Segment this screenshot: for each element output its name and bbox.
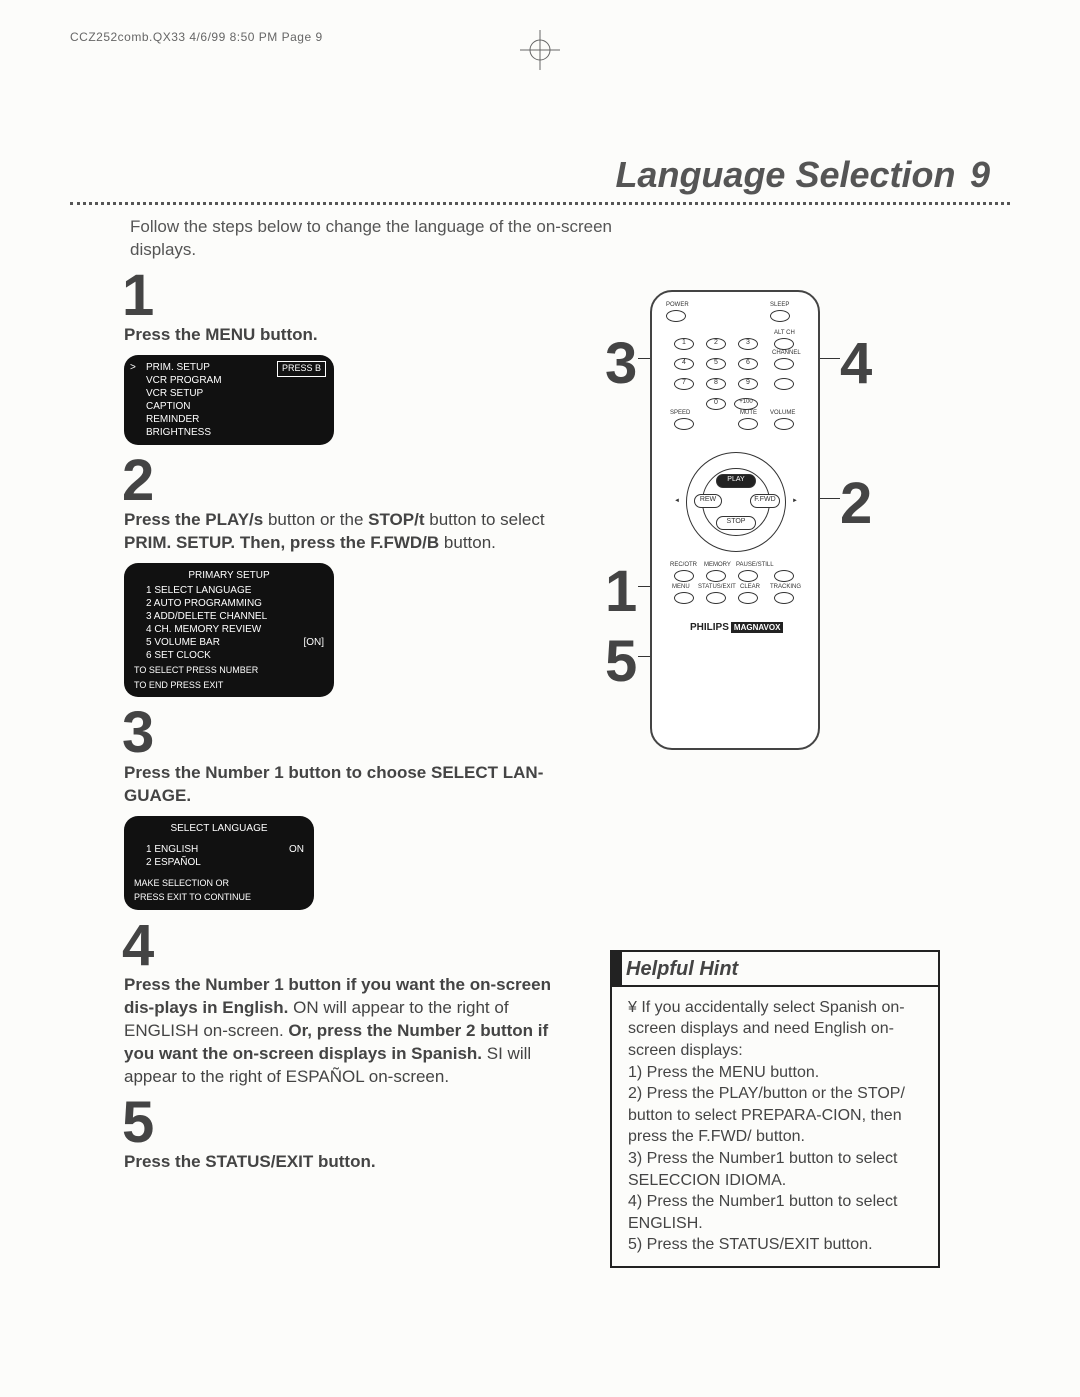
digit-5[interactable]: 5 bbox=[706, 358, 726, 370]
step-2-number: 2 bbox=[122, 455, 580, 507]
osd-screen-3: SELECT LANGUAGE 1 ENGLISHON 2 ESPAÑOL MA… bbox=[124, 816, 314, 910]
intro-text: Follow the steps below to change the lan… bbox=[130, 216, 630, 262]
page-number: 9 bbox=[970, 154, 990, 195]
step-1-number: 1 bbox=[122, 270, 580, 322]
title-divider bbox=[70, 202, 1010, 206]
remote-control: POWER SLEEP ALT CH 1 2 3 4 5 6 CHANNEL 7 bbox=[650, 290, 820, 750]
callout-5: 5 bbox=[605, 628, 637, 695]
step-4-text: Press the Number 1 button if you want th… bbox=[124, 974, 580, 1089]
memory-button[interactable] bbox=[706, 570, 726, 582]
digit-6[interactable]: 6 bbox=[738, 358, 758, 370]
power-button[interactable] bbox=[666, 310, 686, 322]
volume-button[interactable] bbox=[774, 418, 794, 430]
step-5-text: Press the STATUS/EXIT button. bbox=[124, 1151, 580, 1174]
digit-4[interactable]: 4 bbox=[674, 358, 694, 370]
plus100-button[interactable]: +100 bbox=[734, 398, 758, 410]
play-button[interactable]: PLAY bbox=[716, 474, 756, 488]
altch-button[interactable] bbox=[774, 338, 794, 350]
rew-button[interactable]: REW bbox=[694, 494, 722, 508]
menu-button[interactable] bbox=[674, 592, 694, 604]
digit-8[interactable]: 8 bbox=[706, 378, 726, 390]
osd-screen-1: > PRESS B PRIM. SETUP VCR PROGRAM VCR SE… bbox=[124, 355, 334, 445]
digit-9[interactable]: 9 bbox=[738, 378, 758, 390]
callout-3: 3 bbox=[605, 330, 637, 397]
rec-button[interactable] bbox=[674, 570, 694, 582]
callout-4: 4 bbox=[840, 330, 872, 397]
status-exit-button[interactable] bbox=[706, 592, 726, 604]
tracking-up[interactable] bbox=[774, 570, 794, 582]
crop-mark-top bbox=[520, 30, 560, 75]
step-4-number: 4 bbox=[122, 920, 580, 972]
pause-button[interactable] bbox=[738, 570, 758, 582]
hint-title: Helpful Hint bbox=[612, 952, 938, 987]
helpful-hint-box: Helpful Hint ¥ If you accidentally selec… bbox=[610, 950, 940, 1268]
callout-2: 2 bbox=[840, 470, 872, 537]
sleep-button[interactable] bbox=[770, 310, 790, 322]
step-5-number: 5 bbox=[122, 1097, 580, 1149]
hint-body: ¥ If you accidentally select Spanish on-… bbox=[612, 987, 938, 1266]
digit-7[interactable]: 7 bbox=[674, 378, 694, 390]
step-1-text: Press the MENU button. bbox=[124, 324, 580, 347]
ffwd-button[interactable]: F.FWD bbox=[750, 494, 780, 508]
channel-down[interactable] bbox=[774, 378, 794, 390]
digit-0[interactable]: 0 bbox=[706, 398, 726, 410]
mute-button[interactable] bbox=[738, 418, 758, 430]
speed-button[interactable] bbox=[674, 418, 694, 430]
clear-button[interactable] bbox=[738, 592, 758, 604]
callout-1: 1 bbox=[605, 558, 637, 625]
step-3-number: 3 bbox=[122, 707, 580, 759]
stop-button[interactable]: STOP bbox=[716, 516, 756, 530]
tracking-down[interactable] bbox=[774, 592, 794, 604]
step-2-text: Press the PLAY/s button or the STOP/t bu… bbox=[124, 509, 580, 555]
digit-2[interactable]: 2 bbox=[706, 338, 726, 350]
osd-screen-2: PRIMARY SETUP 1 SELECT LANGUAGE 2 AUTO P… bbox=[124, 563, 334, 697]
page-title: Language Selection bbox=[615, 154, 955, 195]
brand-label: PHILIPSMAGNAVOX bbox=[690, 622, 783, 633]
step-3-text: Press the Number 1 button to choose SELE… bbox=[124, 762, 580, 808]
digit-3[interactable]: 3 bbox=[738, 338, 758, 350]
channel-up[interactable] bbox=[774, 358, 794, 370]
digit-1[interactable]: 1 bbox=[674, 338, 694, 350]
